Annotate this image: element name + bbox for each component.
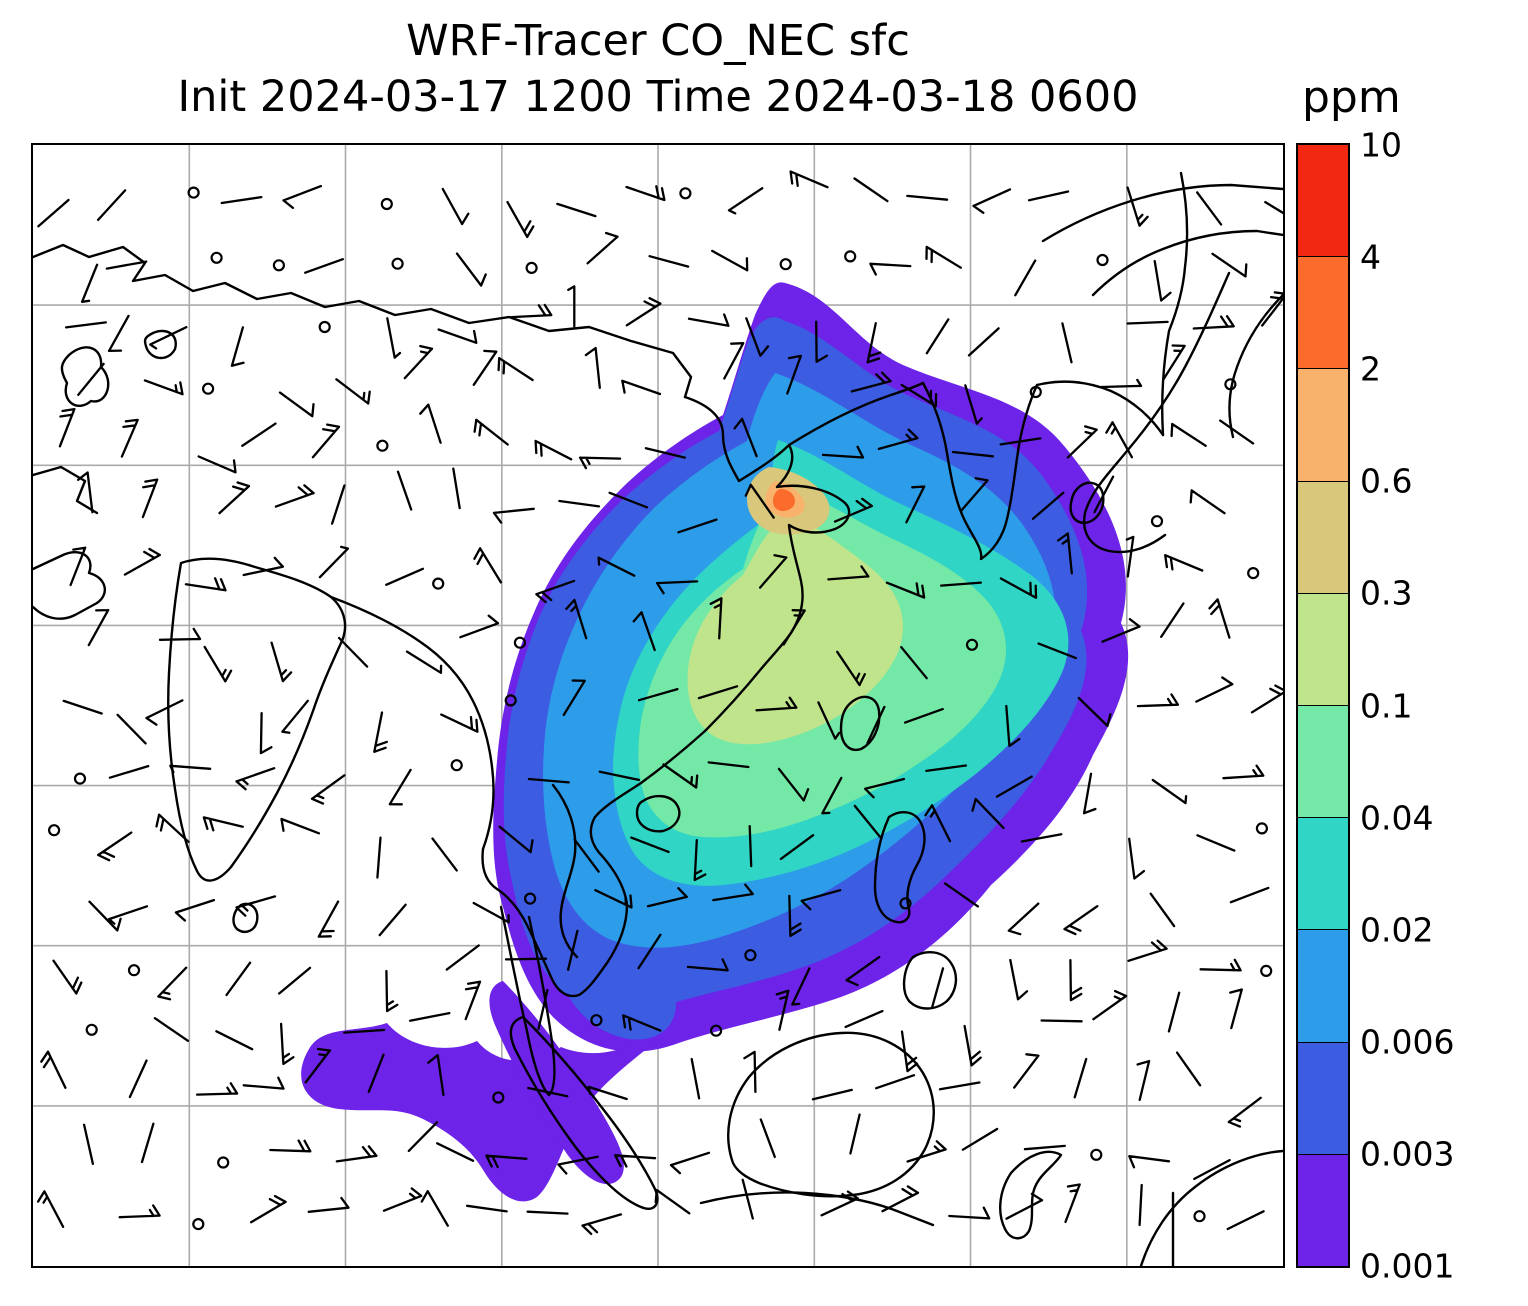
calm-wind-circle	[192, 1217, 205, 1231]
colorbar-segment	[1298, 368, 1348, 481]
coastline	[33, 465, 99, 515]
calm-wind-circle	[1255, 822, 1269, 835]
calm-wind-circle	[524, 892, 537, 905]
colorbar-segment	[1298, 929, 1348, 1042]
coastline	[999, 1150, 1063, 1240]
calm-wind-circle	[492, 1091, 505, 1104]
calm-wind-circle	[1193, 1210, 1206, 1223]
calm-wind-circle	[525, 261, 538, 275]
calm-wind-circle	[85, 1023, 98, 1036]
chart-subtitle: Init 2024-03-17 1200 Time 2024-03-18 060…	[177, 71, 1139, 122]
colorbar-tick-label: 0.006	[1360, 1022, 1455, 1062]
coastline	[33, 243, 693, 399]
calm-wind-circle	[187, 186, 200, 199]
coastline	[232, 902, 259, 933]
contour-fill-level-5	[687, 513, 903, 745]
colorbar-segment	[1298, 592, 1348, 706]
calm-wind-circle	[679, 187, 692, 200]
calm-wind-circle	[391, 257, 404, 270]
colorbar-segment	[1298, 256, 1348, 369]
calm-wind-circle	[1090, 1148, 1103, 1161]
contour-fill-level-8	[773, 489, 795, 511]
colorbar-tick-label: 0.02	[1360, 910, 1434, 950]
contour-fill-level-0	[301, 1007, 681, 1202]
calm-wind-circle	[202, 382, 215, 395]
chart-title: WRF-Tracer CO_NEC sfc	[406, 16, 910, 66]
map-plot	[31, 143, 1285, 1268]
coastline	[329, 595, 495, 851]
colorbar-segment	[1298, 817, 1348, 930]
calm-wind-circle	[1224, 378, 1237, 391]
coastline	[839, 695, 881, 752]
calm-wind-circle	[73, 772, 87, 785]
contour-fill-level-1	[554, 901, 677, 1040]
calm-wind-circle	[844, 250, 857, 263]
calm-wind-circle	[1150, 515, 1164, 528]
calm-wind-circle	[1247, 567, 1260, 580]
calm-wind-circle	[272, 259, 285, 272]
calm-wind-circle	[779, 258, 792, 271]
tracer-plume	[301, 282, 1129, 1202]
calm-wind-circle	[380, 197, 393, 211]
colorbar-segment	[1298, 480, 1348, 593]
calm-wind-circle	[899, 897, 912, 910]
coastline	[873, 811, 958, 1010]
calm-wind-circle	[513, 636, 526, 649]
colorbar-tick-label: 0.001	[1360, 1246, 1455, 1286]
calm-wind-circle	[48, 824, 61, 837]
title-block: WRF-Tracer CO_NEC sfc Init 2024-03-17 12…	[31, 14, 1285, 126]
colorbar-segment	[1298, 1153, 1348, 1267]
calm-wind-circle	[127, 964, 141, 977]
wind-barbs	[36, 170, 1283, 1236]
calm-wind-circle	[1029, 385, 1042, 399]
colorbar-tick-label: 0.003	[1360, 1134, 1455, 1174]
coastline	[1069, 271, 1231, 554]
colorbar-tick-label: 0.04	[1360, 798, 1434, 838]
coastline	[635, 794, 681, 833]
calm-wind-circle	[1260, 964, 1273, 978]
colorbar-segment	[1298, 1041, 1348, 1154]
coastline	[551, 783, 579, 959]
colorbar-tick-label: 2	[1360, 349, 1381, 389]
coastline	[481, 395, 851, 998]
calm-wind-circle	[318, 320, 331, 334]
colorbar-segment	[1298, 705, 1348, 818]
colorbar-tick-label: 10	[1360, 125, 1402, 165]
calm-wind-circle	[744, 949, 757, 962]
colorbar-segment	[1298, 145, 1348, 257]
calm-wind-circle	[1096, 253, 1109, 267]
calm-wind-circle	[965, 638, 979, 651]
coastline	[33, 550, 107, 620]
wind-barb-strokes	[36, 170, 1283, 1236]
coastline	[60, 346, 110, 407]
calm-wind-circle	[432, 577, 445, 590]
calm-wind-circle	[376, 439, 389, 452]
calm-wind-circle	[450, 759, 463, 772]
coastline	[167, 557, 347, 882]
colorbar-tick-label: 0.3	[1360, 573, 1413, 613]
coastline	[509, 1015, 659, 1210]
colorbar	[1296, 143, 1350, 1268]
colorbar-tick-label: 0.1	[1360, 686, 1413, 725]
calm-wind-circle	[709, 1024, 723, 1037]
calm-wind-circle	[210, 251, 223, 264]
colorbar-tick-labels: 10 4 2 0.6 0.3 0.1 0.04 0.02 0.006 0.003 0.001	[1360, 126, 1520, 1286]
coastline	[921, 381, 1039, 561]
colorbar-unit-label: ppm	[1302, 72, 1401, 123]
coastline	[699, 1191, 935, 1227]
coastline	[499, 905, 556, 1097]
calm-wind-circle	[590, 1014, 603, 1027]
colorbar-tick-label: 4	[1360, 237, 1381, 277]
colorbar-tick-label: 0.6	[1360, 461, 1413, 501]
contour-fill-level-0	[489, 981, 624, 1185]
coastline	[1139, 1149, 1283, 1266]
calm-wind-circle	[504, 694, 517, 707]
map-canvas	[33, 145, 1283, 1266]
coastline	[727, 1031, 935, 1198]
calm-wind-circle	[217, 1156, 230, 1169]
